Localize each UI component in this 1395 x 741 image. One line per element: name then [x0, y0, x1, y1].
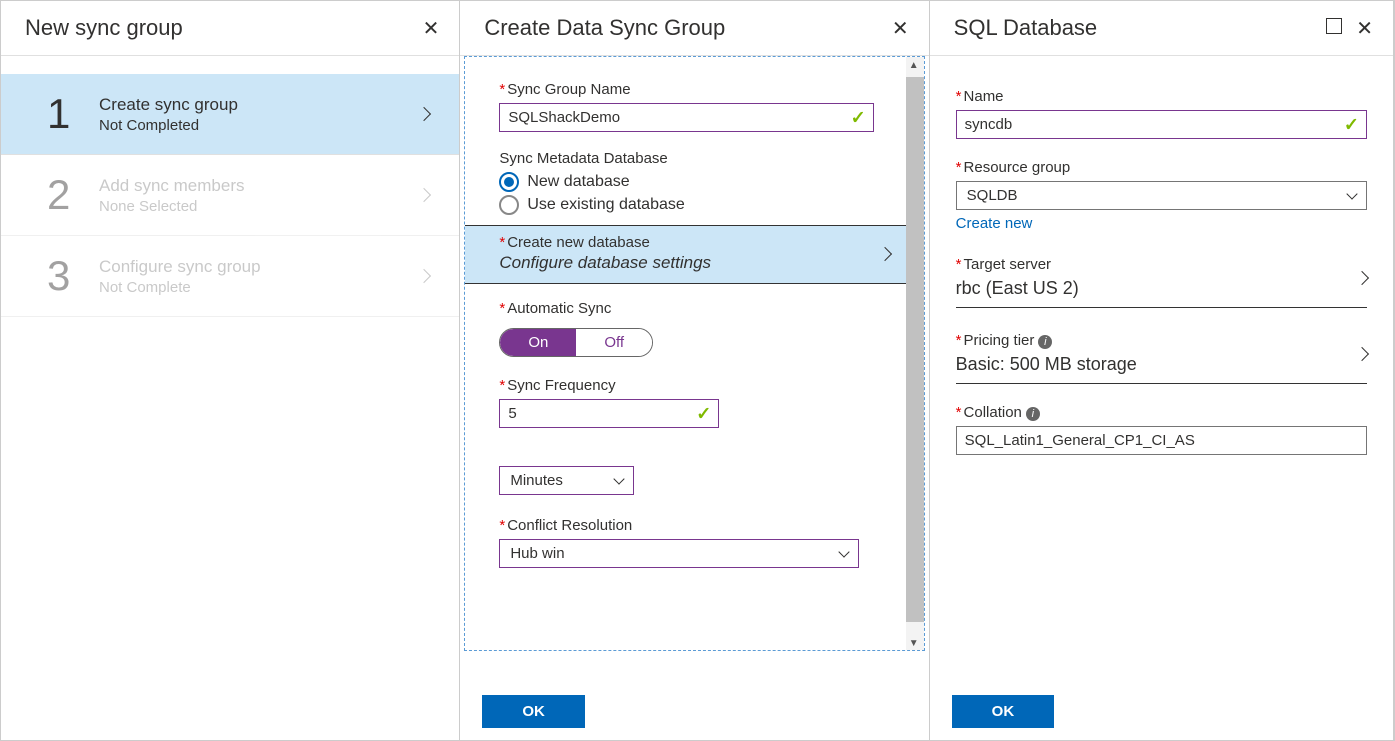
ok-button[interactable]: OK: [482, 695, 585, 728]
radio-new-database[interactable]: New database: [499, 172, 873, 192]
step-sub: Not Complete: [99, 279, 397, 296]
step-sub: None Selected: [99, 198, 397, 215]
chevron-right-icon: [417, 188, 431, 202]
check-icon: ✓: [696, 403, 711, 424]
scroll-down-icon[interactable]: ▼: [909, 638, 919, 649]
step-title: Create sync group: [99, 95, 397, 115]
chevron-right-icon: [1355, 346, 1369, 360]
sync-freq-unit-select[interactable]: Minutes: [499, 466, 634, 495]
panel2-header: Create Data Sync Group ✕: [460, 1, 928, 56]
scroll-up-icon[interactable]: ▲: [909, 60, 919, 71]
sync-freq-label: *Sync Frequency: [499, 377, 873, 394]
close-icon[interactable]: ✕: [1356, 16, 1373, 41]
panel2-title: Create Data Sync Group: [484, 15, 725, 41]
resource-group-label: *Resource group: [956, 159, 1367, 176]
panel-create-sync-group: Create Data Sync Group ✕ ▲ ▼ *Sync Group…: [460, 1, 929, 740]
step-2[interactable]: 2 Add sync members None Selected: [1, 155, 459, 236]
check-icon: ✓: [851, 107, 866, 128]
auto-sync-label: *Automatic Sync: [499, 300, 873, 317]
pricing-tier-row[interactable]: *Pricing tieri Basic: 500 MB storage: [956, 328, 1367, 384]
resource-group-select[interactable]: SQLDB: [956, 181, 1367, 210]
chevron-down-icon: [614, 473, 625, 484]
conflict-resolution-select[interactable]: Hub win: [499, 539, 859, 568]
conflict-label: *Conflict Resolution: [499, 517, 873, 534]
create-db-sub: Configure database settings: [499, 253, 879, 273]
create-new-database-row[interactable]: *Create new database Configure database …: [465, 225, 923, 284]
chevron-right-icon: [1355, 270, 1369, 284]
info-icon[interactable]: i: [1026, 407, 1040, 421]
metadata-db-label: Sync Metadata Database: [499, 150, 873, 167]
chevron-right-icon: [417, 107, 431, 121]
radio-existing-database[interactable]: Use existing database: [499, 195, 873, 215]
panel1-title: New sync group: [25, 15, 183, 41]
check-icon: ✓: [1344, 114, 1359, 135]
db-name-label: *Name: [956, 88, 1367, 105]
panel1-header: New sync group ✕: [1, 1, 459, 56]
auto-sync-toggle[interactable]: On Off: [499, 328, 653, 357]
panel-new-sync-group: New sync group ✕ 1 Create sync group Not…: [1, 1, 460, 740]
sync-freq-input[interactable]: 5 ✓: [499, 399, 719, 428]
step-title: Add sync members: [99, 176, 397, 196]
maximize-icon[interactable]: [1326, 18, 1342, 34]
collation-input[interactable]: SQL_Latin1_General_CP1_CI_AS: [956, 426, 1367, 455]
create-new-link[interactable]: Create new: [956, 215, 1367, 232]
create-db-label: *Create new database: [499, 234, 879, 251]
chevron-right-icon: [878, 246, 892, 260]
panel2-body: ▲ ▼ *Sync Group Name SQLShackDemo ✓ Sync…: [460, 56, 928, 683]
chevron-down-icon: [1346, 188, 1357, 199]
target-server-row[interactable]: *Target server rbc (East US 2): [956, 252, 1367, 308]
info-icon[interactable]: i: [1038, 335, 1052, 349]
panel1-body: 1 Create sync group Not Completed 2 Add …: [1, 56, 459, 740]
panel3-header: SQL Database ✕: [930, 1, 1393, 56]
target-server-value: rbc (East US 2): [956, 278, 1079, 299]
collation-label: *Collationi: [956, 404, 1367, 421]
panel3-title: SQL Database: [954, 15, 1098, 41]
sync-group-name-label: *Sync Group Name: [499, 81, 873, 98]
db-name-input[interactable]: syncdb ✓: [956, 110, 1367, 139]
panel-sql-database: SQL Database ✕ *Name syncdb ✓ *Resource …: [930, 1, 1394, 740]
sync-group-name-input[interactable]: SQLShackDemo ✓: [499, 103, 873, 132]
pricing-tier-value: Basic: 500 MB storage: [956, 354, 1137, 375]
target-server-label: *Target server: [956, 256, 1079, 273]
step-sub: Not Completed: [99, 117, 397, 134]
chevron-down-icon: [839, 546, 850, 557]
ok-button[interactable]: OK: [952, 695, 1055, 728]
chevron-right-icon: [417, 269, 431, 283]
close-icon[interactable]: ✕: [892, 16, 909, 41]
step-title: Configure sync group: [99, 257, 397, 277]
toggle-on[interactable]: On: [500, 329, 576, 356]
scrollbar-thumb[interactable]: [906, 77, 924, 622]
pricing-tier-label: *Pricing tieri: [956, 332, 1137, 349]
step-3[interactable]: 3 Configure sync group Not Complete: [1, 236, 459, 317]
step-1[interactable]: 1 Create sync group Not Completed: [1, 74, 459, 155]
step-number: 1: [47, 90, 77, 138]
step-number: 2: [47, 171, 77, 219]
step-number: 3: [47, 252, 77, 300]
close-icon[interactable]: ✕: [423, 16, 440, 41]
toggle-off[interactable]: Off: [576, 329, 652, 356]
panel3-body: *Name syncdb ✓ *Resource group SQLDB Cre…: [930, 56, 1393, 683]
